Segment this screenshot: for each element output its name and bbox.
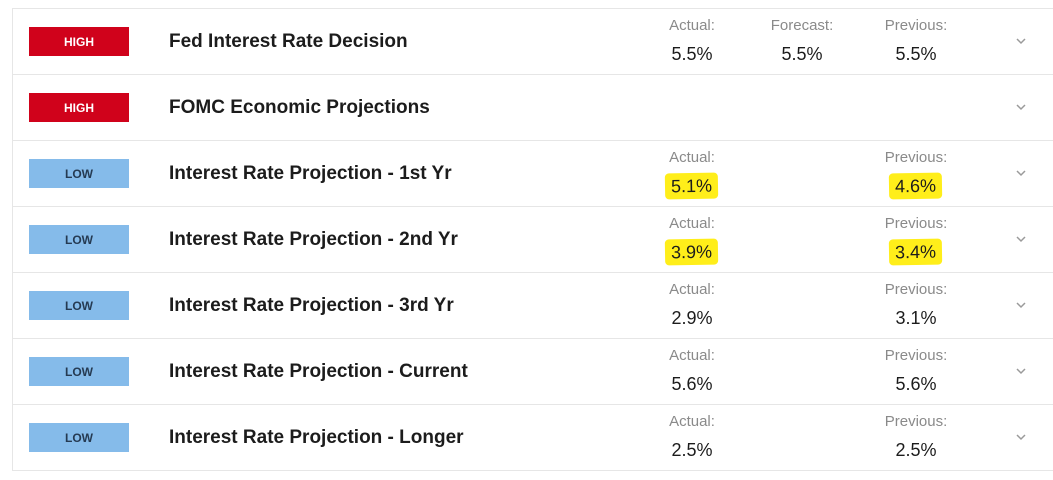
actual-stat: Actual: 5.5%	[637, 17, 747, 67]
event-row[interactable]: HIGH Fed Interest Rate Decision Actual: …	[13, 9, 1053, 75]
actual-label: Actual:	[669, 281, 715, 298]
previous-stat: Previous: 5.6%	[861, 347, 971, 397]
actual-value: 5.6%	[671, 374, 713, 394]
forecast-stat: Forecast: 5.5%	[747, 17, 857, 67]
actual-value: 2.9%	[671, 308, 713, 328]
event-row[interactable]: LOW Interest Rate Projection - 1st Yr Ac…	[13, 141, 1053, 207]
chevron-down-icon[interactable]	[1011, 361, 1031, 381]
previous-label: Previous:	[884, 413, 948, 430]
previous-label: Previous:	[884, 215, 948, 232]
chevron-down-icon[interactable]	[1011, 97, 1031, 117]
event-row[interactable]: LOW Interest Rate Projection - 2nd Yr Ac…	[13, 207, 1053, 273]
impact-badge: LOW	[29, 291, 129, 320]
event-row[interactable]: LOW Interest Rate Projection - Longer Ac…	[13, 405, 1053, 471]
actual-label: Actual:	[669, 347, 715, 364]
impact-badge: HIGH	[29, 93, 129, 122]
event-title: Interest Rate Projection - 3rd Yr	[169, 295, 454, 316]
event-title: Interest Rate Projection - 2nd Yr	[169, 229, 458, 250]
impact-badge: HIGH	[29, 27, 129, 56]
event-row[interactable]: LOW Interest Rate Projection - Current A…	[13, 339, 1053, 405]
actual-stat: Actual: 2.5%	[637, 413, 747, 463]
previous-label: Previous:	[884, 347, 948, 364]
actual-stat: Actual: 5.6%	[637, 347, 747, 397]
chevron-down-icon[interactable]	[1011, 163, 1031, 183]
forecast-value: 5.5%	[781, 44, 823, 64]
event-row[interactable]: LOW Interest Rate Projection - 3rd Yr Ac…	[13, 273, 1053, 339]
actual-label: Actual:	[669, 149, 715, 166]
previous-stat: Previous: 2.5%	[861, 413, 971, 463]
forecast-label: Forecast:	[770, 17, 834, 34]
actual-value: 3.9%	[665, 238, 719, 266]
previous-stat: Previous: 5.5%	[861, 17, 971, 67]
actual-label: Actual:	[669, 413, 715, 430]
previous-stat: Previous: 4.6%	[861, 149, 971, 200]
actual-stat: Actual: 3.9%	[637, 215, 747, 266]
actual-label: Actual:	[669, 17, 715, 34]
previous-value: 5.6%	[895, 374, 937, 394]
previous-value: 5.5%	[895, 44, 937, 64]
event-title: Interest Rate Projection - Current	[169, 361, 468, 382]
actual-stat: Actual: 5.1%	[637, 149, 747, 200]
previous-stat: Previous: 3.4%	[861, 215, 971, 266]
actual-value: 5.5%	[671, 44, 713, 64]
previous-value: 3.1%	[895, 308, 937, 328]
chevron-down-icon[interactable]	[1011, 295, 1031, 315]
chevron-down-icon[interactable]	[1011, 229, 1031, 249]
previous-stat: Previous: 3.1%	[861, 281, 971, 331]
actual-label: Actual:	[669, 215, 715, 232]
actual-stat: Actual: 2.9%	[637, 281, 747, 331]
actual-value: 5.1%	[665, 172, 719, 200]
event-title: Fed Interest Rate Decision	[169, 31, 408, 52]
previous-label: Previous:	[884, 281, 948, 298]
actual-value: 2.5%	[671, 440, 713, 460]
event-title: Interest Rate Projection - 1st Yr	[169, 163, 452, 184]
impact-badge: LOW	[29, 225, 129, 254]
impact-badge: LOW	[29, 159, 129, 188]
economic-events-list: HIGH Fed Interest Rate Decision Actual: …	[12, 8, 1053, 471]
chevron-down-icon[interactable]	[1011, 31, 1031, 51]
previous-value: 3.4%	[889, 238, 943, 266]
event-title: FOMC Economic Projections	[169, 97, 430, 118]
previous-value: 2.5%	[895, 440, 937, 460]
impact-badge: LOW	[29, 357, 129, 386]
previous-label: Previous:	[884, 149, 948, 166]
impact-badge: LOW	[29, 423, 129, 452]
previous-label: Previous:	[884, 17, 948, 34]
event-title: Interest Rate Projection - Longer	[169, 427, 464, 448]
previous-value: 4.6%	[889, 172, 943, 200]
event-row[interactable]: HIGH FOMC Economic Projections	[13, 75, 1053, 141]
chevron-down-icon[interactable]	[1011, 427, 1031, 447]
